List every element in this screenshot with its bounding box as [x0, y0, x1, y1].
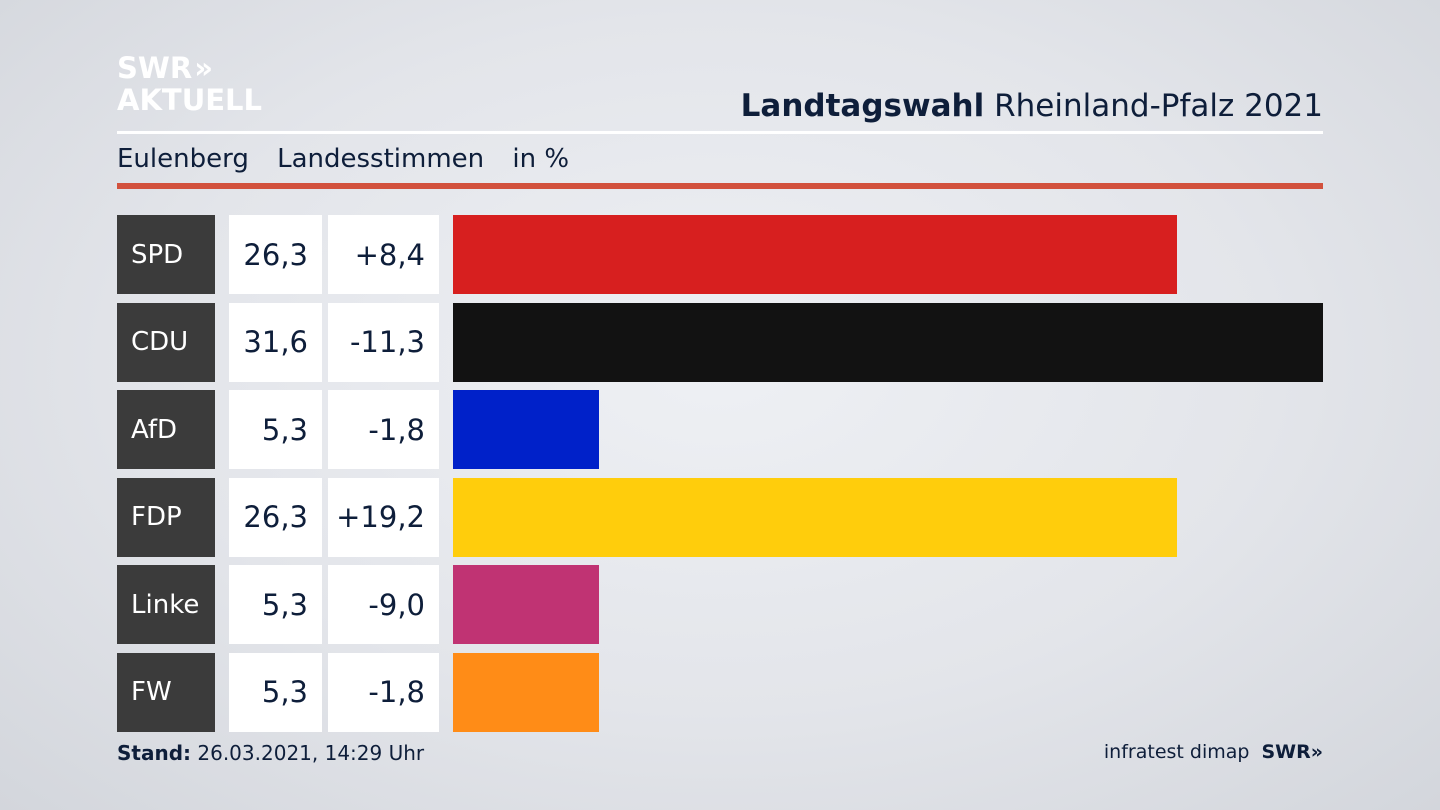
- party-label: CDU: [117, 302, 215, 382]
- party-label: Linke: [117, 565, 215, 644]
- logo-aktuell: AKTUELL: [117, 83, 263, 117]
- value-label: 31,6: [229, 302, 322, 382]
- subtitle-place: Eulenberg: [117, 144, 249, 174]
- party-label: SPD: [117, 215, 215, 294]
- accent-divider: [117, 183, 1323, 189]
- bar-fdp: [453, 477, 1177, 557]
- chart-row-linke: Linke 5,3 -9,0: [117, 565, 1323, 644]
- value-label: 5,3: [229, 652, 322, 732]
- logo-chevrons-icon: »: [194, 51, 213, 85]
- chart-row-fw: FW 5,3 -1,8: [117, 652, 1323, 732]
- value-label: 26,3: [229, 477, 322, 557]
- change-label: -9,0: [328, 565, 439, 644]
- title-bold: Landtagswahl: [740, 88, 985, 124]
- party-label: AfD: [117, 390, 215, 469]
- title-rest: Rheinland-Pfalz 2021: [994, 88, 1323, 124]
- subtitle-metric: Landesstimmen: [277, 144, 485, 174]
- chart-row-fdp: FDP 26,3 +19,2: [117, 477, 1323, 557]
- chart-row-afd: AfD 5,3 -1,8: [117, 390, 1323, 469]
- bar-fw: [453, 652, 599, 732]
- bar-linke: [453, 565, 599, 644]
- value-label: 5,3: [229, 390, 322, 469]
- bar-afd: [453, 390, 599, 469]
- page-title: Landtagswahl Rheinland-Pfalz 2021: [741, 88, 1323, 124]
- value-label: 26,3: [229, 215, 322, 294]
- swr-aktuell-logo: SWR» AKTUELL: [117, 54, 262, 115]
- party-label: FDP: [117, 477, 215, 557]
- timestamp: Stand: 26.03.2021, 14:29 Uhr: [117, 741, 424, 765]
- change-label: -1,8: [328, 390, 439, 469]
- source-text: infratest dimap: [1103, 741, 1250, 763]
- value-label: 5,3: [229, 565, 322, 644]
- subtitle-unit: in %: [512, 144, 570, 174]
- party-label: FW: [117, 652, 215, 732]
- stand-label: Stand:: [117, 741, 192, 765]
- change-label: -1,8: [328, 652, 439, 732]
- swr-small-logo: SWR»: [1261, 741, 1323, 763]
- stand-value: 26.03.2021, 14:29 Uhr: [197, 741, 425, 765]
- bar-cdu: [453, 302, 1323, 382]
- change-label: +19,2: [328, 477, 439, 557]
- chart-row-cdu: CDU 31,6 -11,3: [117, 302, 1323, 382]
- chart-row-spd: SPD 26,3 +8,4: [117, 215, 1323, 294]
- subtitle: Eulenberg Landesstimmen in %: [117, 144, 589, 174]
- change-label: -11,3: [328, 302, 439, 382]
- source-credit: infratest dimap SWR»: [1104, 741, 1323, 763]
- header-divider: [117, 131, 1323, 134]
- logo-swr: SWR: [117, 51, 193, 85]
- change-label: +8,4: [328, 215, 439, 294]
- bar-spd: [453, 215, 1177, 294]
